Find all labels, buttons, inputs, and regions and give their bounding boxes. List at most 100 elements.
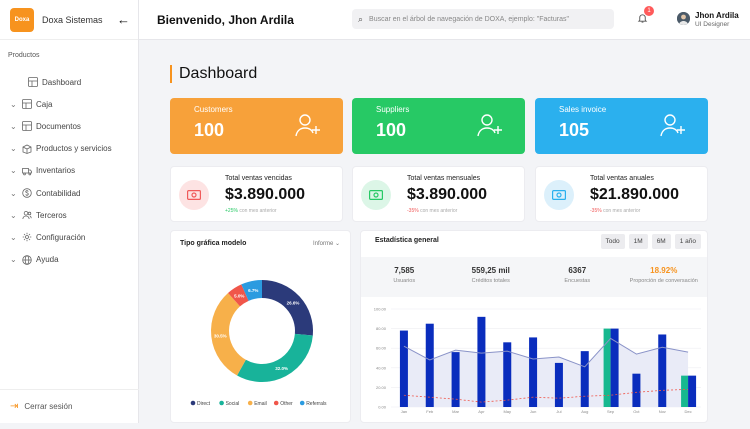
chevron-down-icon: ⌄ — [334, 241, 340, 247]
brand-name: Doxa Sistemas — [42, 14, 103, 25]
report-dropdown[interactable]: Informe ⌄ — [313, 240, 340, 247]
customers-card[interactable]: Customers 100 — [170, 98, 343, 154]
bar-primary[interactable] — [554, 362, 563, 407]
logout-icon: ⇥ — [10, 401, 19, 412]
range-6m-button[interactable]: 6M — [651, 234, 671, 249]
user-name[interactable]: Jhon Ardila — [695, 11, 739, 20]
sidebar-section-label: Productos — [8, 52, 40, 59]
bar-primary[interactable] — [610, 328, 619, 407]
sidebar-item-dashboard[interactable]: ⌄Dashboard — [0, 71, 138, 93]
add-user-icon — [295, 114, 320, 137]
panel-title: Tipo gráfica modelo — [180, 240, 247, 247]
kpi-value: 6367 — [568, 266, 587, 275]
sidebar-item-label: Contabilidad — [36, 188, 81, 198]
bar-primary[interactable] — [477, 316, 486, 407]
delta-text: con mes anterior — [239, 208, 277, 214]
delta-percent: -35% — [407, 208, 419, 214]
chevron-down-icon: ⌄ — [10, 232, 17, 242]
bar-primary[interactable] — [399, 330, 408, 407]
bar-primary[interactable] — [529, 337, 538, 407]
legend-label: Email — [254, 401, 267, 407]
monthly-sales-card[interactable]: Total ventas mensuales $3.890.000 -35% c… — [352, 166, 525, 222]
avatar[interactable] — [677, 12, 690, 25]
sidebar-item-ayuda[interactable]: ⌄ Ayuda — [0, 249, 138, 271]
donut-value-label: 32.0% — [275, 366, 288, 371]
dropdown-label: Informe — [312, 241, 334, 247]
sidebar-item-terceros[interactable]: ⌄ Terceros — [0, 204, 138, 226]
chevron-down-icon: ⌄ — [10, 99, 17, 109]
bar-primary[interactable] — [503, 342, 512, 407]
bar-secondary[interactable] — [603, 328, 611, 407]
stat-card-label: Suppliers — [376, 105, 410, 114]
bar-primary[interactable] — [451, 352, 460, 407]
overdue-sales-card[interactable]: Total ventas vencidas $3.890.000 +25% co… — [170, 166, 343, 222]
globe-icon — [22, 254, 32, 265]
kpi-users: 7,585 Usuarios — [361, 257, 448, 297]
donut-chart-panel: Tipo gráfica modelo Informe ⌄ 26.6% 32.0%… — [170, 230, 351, 423]
sales-invoice-card[interactable]: Sales invoice 105 — [535, 98, 708, 154]
sidebar-item-inventarios[interactable]: ⌄ Inventarios — [0, 160, 138, 182]
sidebar-item-label: Inventarios — [36, 166, 76, 176]
money-icon-circle — [544, 180, 574, 210]
kpi-conversion: 18.92% Proporción de conversación — [621, 257, 708, 297]
area-fill — [403, 338, 689, 407]
search-input[interactable]: ⌕ Buscar en el árbol de navegación de DO… — [352, 9, 614, 29]
bar-primary[interactable] — [580, 351, 589, 407]
doxa-logo[interactable]: Doxa — [10, 7, 34, 32]
legend-label: Social — [226, 401, 240, 407]
donut-slice-direct[interactable] — [261, 280, 313, 336]
money-icon-circle — [179, 180, 209, 210]
bar-secondary[interactable] — [681, 375, 689, 407]
range-1y-button[interactable]: 1 año — [674, 234, 701, 249]
donut-slice-other[interactable] — [228, 284, 249, 307]
kpi-value: 559,25 mil — [471, 266, 510, 275]
annual-sales-card[interactable]: Total ventas anuales $21.890.000 -35% co… — [535, 166, 708, 222]
bell-icon[interactable] — [637, 12, 648, 27]
back-arrow-icon[interactable]: ← — [117, 12, 130, 27]
sidebar-item-configuración[interactable]: ⌄ Configuración — [0, 226, 138, 248]
range-all-button[interactable]: Todo — [600, 234, 625, 249]
users-icon — [22, 210, 32, 220]
sidebar-item-documentos[interactable]: ⌄ Documentos — [0, 115, 138, 137]
range-1m-button[interactable]: 1M — [628, 234, 648, 249]
bar-primary[interactable] — [688, 375, 697, 407]
x-tick-label: Apr — [478, 409, 485, 414]
legend-label: Referrals — [306, 401, 327, 407]
x-tick-label: Jan — [401, 409, 407, 414]
sidebar-item-productos-y-servicios[interactable]: ⌄ Productos y servicios — [0, 138, 138, 160]
bar-primary[interactable] — [658, 334, 667, 407]
chevron-down-icon: ⌄ — [10, 188, 17, 198]
kpi-surveys: 6367 Encuestas — [534, 257, 621, 297]
y-tick-label: 40.00 — [376, 365, 387, 370]
gear-icon — [22, 232, 32, 242]
divider — [0, 389, 139, 390]
money-card-delta: -35% con mes anterior — [407, 208, 457, 214]
sidebar-item-label: Ayuda — [36, 255, 59, 265]
sidebar-item-contabilidad[interactable]: ⌄ Contabilidad — [0, 182, 138, 204]
suppliers-card[interactable]: Suppliers 100 — [352, 98, 525, 154]
donut-slice-email[interactable] — [211, 292, 247, 376]
donut-value-label: 30.5% — [214, 334, 227, 339]
donut-slice-referrals[interactable] — [241, 280, 263, 302]
sidebar-item-label: Terceros — [36, 210, 67, 220]
donut-slice-social[interactable] — [237, 333, 313, 382]
box-icon — [22, 144, 32, 154]
bar-primary[interactable] — [425, 323, 434, 407]
logout-button[interactable]: ⇥ Cerrar sesión — [10, 401, 72, 412]
chevron-down-icon: ⌄ — [10, 166, 17, 176]
logo-row: Doxa Doxa Sistemas ← — [0, 0, 138, 40]
donut-value-label: 26.6% — [287, 301, 300, 306]
kpi-label: Encuestas — [564, 278, 591, 284]
legend-marker — [247, 400, 253, 406]
x-tick-label: Jul — [556, 409, 561, 414]
y-tick-label: 100.00 — [374, 307, 387, 312]
stat-card-value: 105 — [559, 120, 590, 140]
donut-value-label: 5.0% — [234, 294, 244, 299]
money-card-amount: $21.890.000 — [590, 186, 679, 203]
sidebar-item-caja[interactable]: ⌄ Caja — [0, 93, 138, 115]
legend-label: Direct — [197, 401, 211, 407]
kpi-row: 7,585 Usuarios 559,25 mil Créditos totales… — [361, 257, 707, 297]
money-card-label: Total ventas mensuales — [407, 175, 481, 182]
y-tick-label: 20.00 — [376, 385, 387, 390]
bar-primary[interactable] — [632, 373, 641, 407]
